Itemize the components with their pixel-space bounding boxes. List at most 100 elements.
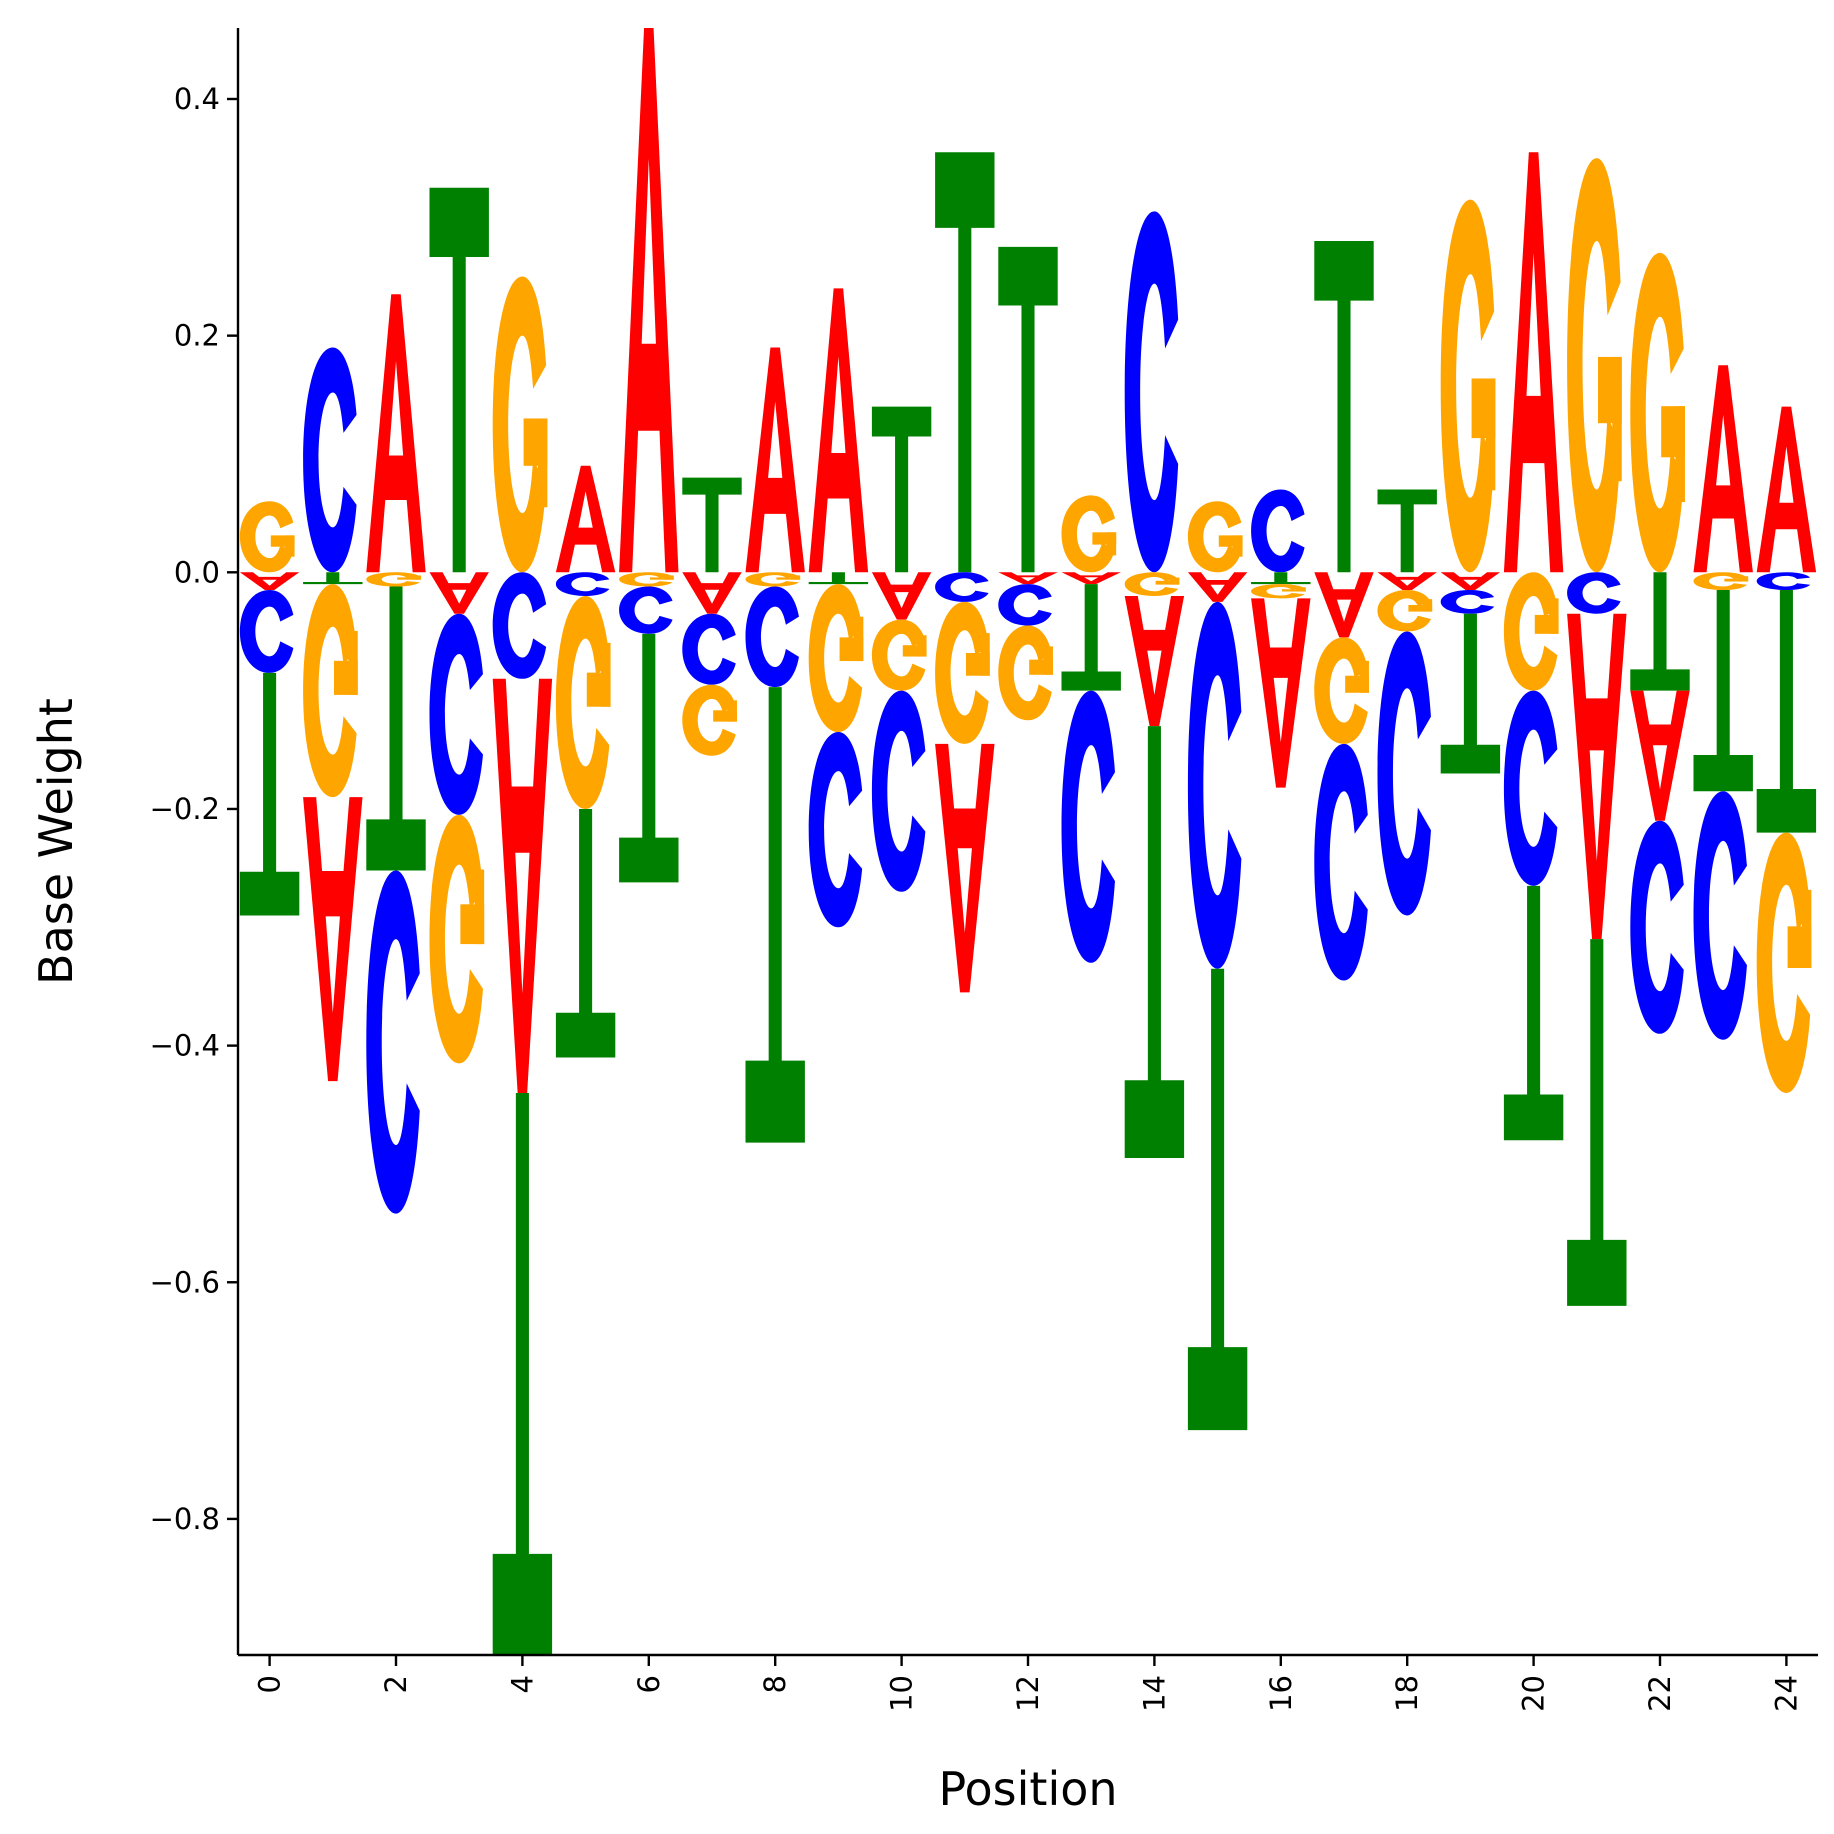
glyph-A-pos-21 — [1567, 613, 1627, 940]
glyph-C-shape — [1187, 601, 1242, 969]
glyph-A-shape — [1251, 598, 1311, 788]
x-tick-label: 6 — [632, 1675, 666, 1693]
glyph-G-spur — [1801, 889, 1812, 968]
glyph-G-spur — [980, 633, 990, 676]
glyph-C-pos-2 — [366, 870, 420, 1214]
glyph-G-bar — [1408, 604, 1433, 612]
glyph-C-shape — [1756, 572, 1811, 591]
glyph-G-pos-15 — [1187, 501, 1243, 573]
glyph-A-pos-5 — [555, 465, 616, 573]
glyph-C-shape — [871, 690, 926, 892]
glyph-C-shape — [619, 586, 673, 634]
glyph-G-shape — [1187, 501, 1242, 573]
x-tick-label: 14 — [1137, 1675, 1171, 1712]
glyph-C-shape — [808, 732, 863, 928]
x-tick-label: 0 — [253, 1675, 287, 1693]
glyph-G-spur — [474, 869, 485, 945]
glyph-A-shape — [555, 465, 616, 573]
axes: 0.40.20.0−0.2−0.4−0.6−0.8 0 2 4 6 8 10 12 14 16 1… — [150, 28, 1818, 1712]
glyph-G-pos-6 — [619, 572, 674, 587]
glyph-T-shape — [555, 808, 616, 1058]
y-tick-label: −0.6 — [150, 1265, 220, 1299]
glyph-T-shape — [1630, 572, 1690, 691]
glyph-T-pos-14 — [1124, 726, 1185, 1159]
glyph-G-bar — [1724, 578, 1749, 582]
glyph-T-pos-5 — [555, 808, 616, 1058]
glyph-T-shape — [1314, 240, 1374, 573]
glyph-A-pos-0 — [239, 572, 300, 591]
glyph-A-shape — [619, 28, 679, 573]
glyph-A-shape — [1693, 365, 1753, 573]
glyph-A-pos-14 — [1124, 595, 1185, 727]
glyph-A-shape — [1567, 613, 1627, 940]
glyph-A-shape — [808, 288, 869, 573]
glyph-G-shape — [429, 814, 483, 1064]
glyph-A-pos-9 — [808, 288, 869, 573]
glyph-T-shape — [1756, 590, 1817, 833]
x-tick-label: 22 — [1643, 1675, 1677, 1712]
glyph-C-shape — [1630, 820, 1684, 1034]
glyph-T-pos-19 — [1440, 613, 1501, 774]
glyph-C-pos-19 — [1440, 590, 1495, 614]
glyph-A-pos-4 — [492, 678, 553, 1093]
glyph-A-pos-17 — [1314, 572, 1374, 638]
glyph-G-shape — [1124, 572, 1179, 596]
glyph-G-shape — [1251, 584, 1305, 599]
x-tick-label: 2 — [379, 1675, 413, 1693]
y-axis-title: Base Weight — [29, 698, 83, 985]
glyph-A-shape — [1440, 572, 1501, 591]
glyph-A-pos-2 — [366, 294, 426, 573]
glyph-T-pos-0 — [239, 672, 300, 916]
x-tick-label: 16 — [1264, 1675, 1298, 1712]
glyph-G-bar — [1281, 589, 1306, 592]
glyph-G-pos-5 — [555, 595, 611, 809]
glyph-C-shape — [1061, 690, 1115, 963]
x-ticks: 0 2 4 6 8 10 12 14 16 18 20 22 24 — [253, 1655, 1803, 1712]
glyph-T-pos-24 — [1756, 590, 1817, 833]
glyph-C-pos-21 — [1567, 572, 1621, 614]
glyph-T-pos-11 — [935, 152, 995, 573]
glyph-C-shape — [239, 590, 294, 673]
glyph-G-bar — [397, 577, 421, 580]
glyph-G-bar — [270, 535, 295, 547]
glyph-G-shape — [492, 276, 547, 573]
glyph-A-shape — [492, 678, 553, 1093]
x-axis-title: Position — [938, 1762, 1117, 1816]
glyph-A-shape — [366, 294, 426, 573]
glyph-T-shape — [1187, 968, 1248, 1431]
glyph-T-shape — [492, 1092, 553, 1655]
glyph-A-shape — [935, 743, 995, 993]
glyph-C-pos-11 — [935, 572, 989, 602]
glyph-A-pos-23 — [1693, 365, 1753, 573]
glyph-C-shape — [492, 572, 547, 679]
glyph-A-shape — [745, 347, 805, 573]
glyph-A-pos-16 — [1251, 598, 1311, 788]
glyph-G-pos-19 — [1440, 199, 1496, 573]
glyph-G-pos-13 — [1061, 495, 1117, 573]
glyph-T-shape — [429, 187, 489, 573]
glyph-A-shape — [1377, 572, 1437, 591]
glyph-C-pos-6 — [619, 586, 673, 634]
glyph-G-shape — [1567, 158, 1621, 573]
glyph-G-pos-14 — [1124, 572, 1180, 596]
y-ticks: 0.4 0.2 0.0 −0.2 −0.4 −0.6 −0.8 — [150, 82, 238, 1536]
glyph-G-shape — [239, 501, 294, 573]
glyph-C-pos-9 — [808, 732, 863, 928]
glyph-A-shape — [1314, 572, 1374, 638]
glyph-G-pos-12 — [998, 625, 1053, 721]
glyph-T-shape — [619, 633, 679, 883]
glyph-G-spur — [411, 575, 421, 580]
glyph-G-shape — [555, 595, 610, 809]
glyph-A-shape — [871, 572, 932, 620]
glyph-C-shape — [1251, 489, 1305, 573]
glyph-C-shape — [1377, 631, 1431, 916]
glyph-C-shape — [1567, 572, 1621, 614]
glyph-G-shape — [1440, 199, 1495, 573]
glyph-T-shape — [366, 586, 426, 871]
glyph-G-spur — [917, 635, 927, 657]
glyph-T-shape — [1503, 885, 1564, 1141]
glyph-A-pos-22 — [1630, 690, 1690, 821]
glyph-T-pos-15 — [1187, 968, 1248, 1431]
glyph-T-shape — [1251, 572, 1311, 585]
glyph-G-shape — [1630, 252, 1684, 573]
